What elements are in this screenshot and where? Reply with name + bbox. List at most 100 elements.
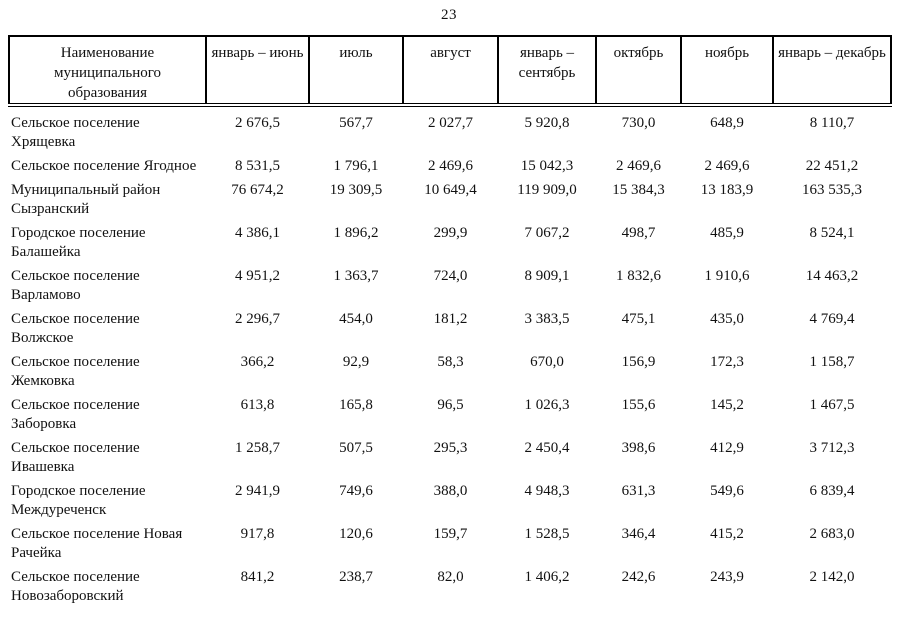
table-row: Сельское поселение Варламово 4 951,2 1 363… xyxy=(9,262,891,305)
col-header-municipality: Наименование муниципального образования xyxy=(8,35,207,107)
municipality-name: Сельское поселение Ивашевка xyxy=(11,440,140,475)
value-cell: 4 769,4 xyxy=(809,311,855,327)
value-cell: 1 158,7 xyxy=(809,354,855,370)
table-row: Сельское поселение Заборовка 613,8 165,8 96… xyxy=(9,391,891,434)
table-row: Городское поселение Междуреченск 2 941,9 7… xyxy=(9,477,891,520)
value-cell: 1 796,1 xyxy=(333,158,379,174)
municipality-name: Сельское поселение Хрящевка xyxy=(11,115,140,150)
value-cell: 498,7 xyxy=(621,225,656,241)
value-cell: 15 384,3 xyxy=(612,182,665,198)
municipality-name: Сельское поселение Новозаборовский xyxy=(11,569,140,604)
value-cell: 1 363,7 xyxy=(333,268,379,284)
municipality-name: Сельское поселение Заборовка xyxy=(11,397,140,432)
value-cell: 1 026,3 xyxy=(524,397,570,413)
value-cell: 2 676,5 xyxy=(235,115,280,131)
page-number: 23 xyxy=(441,7,457,23)
municipality-name: Городское поселение Балашейка xyxy=(11,225,146,260)
col-header-october: октябрь xyxy=(595,35,682,107)
value-cell: 412,9 xyxy=(710,440,744,456)
value-cell: 58,3 xyxy=(437,354,464,370)
value-cell: 631,3 xyxy=(621,483,656,499)
value-cell: 388,0 xyxy=(433,483,468,499)
value-cell: 82,0 xyxy=(437,569,464,585)
value-cell: 22 451,2 xyxy=(805,158,859,174)
value-cell: 1 832,6 xyxy=(616,268,661,284)
col-header-jan-jun: январь – июнь xyxy=(205,35,310,107)
value-cell: 1 896,2 xyxy=(333,225,379,241)
table-row: Сельское поселение Жемковка 366,2 92,9 58,3… xyxy=(9,348,891,391)
value-cell: 4 948,3 xyxy=(524,483,570,499)
value-cell: 6 839,4 xyxy=(809,483,855,499)
table-row: Сельское поселение Ивашевка 1 258,7 507,5 2… xyxy=(9,434,891,477)
value-cell: 346,4 xyxy=(621,526,656,542)
value-cell: 3 712,3 xyxy=(809,440,855,456)
value-cell: 8 531,5 xyxy=(235,158,280,174)
value-cell: 119 909,0 xyxy=(517,182,577,198)
value-cell: 724,0 xyxy=(433,268,468,284)
value-cell: 2 941,9 xyxy=(235,483,280,499)
value-cell: 181,2 xyxy=(433,311,468,327)
col-header-november: ноябрь xyxy=(680,35,774,107)
table-row: Сельское поселение Новозаборовский 841,2 2… xyxy=(9,563,891,606)
municipality-name: Сельское поселение Новая Рачейка xyxy=(11,526,183,561)
value-cell: 10 649,4 xyxy=(424,182,477,198)
value-cell: 5 920,8 xyxy=(524,115,570,131)
value-cell: 92,9 xyxy=(342,354,370,370)
municipality-name: Сельское поселение Волжское xyxy=(11,311,140,346)
value-cell: 1 910,6 xyxy=(704,268,750,284)
value-cell: 19 309,5 xyxy=(329,182,383,198)
municipality-data-table: Наименование муниципального образования … xyxy=(8,35,892,606)
table-header: Наименование муниципального образования … xyxy=(8,35,892,107)
value-cell: 120,6 xyxy=(339,526,373,542)
value-cell: 2 469,6 xyxy=(428,158,473,174)
value-cell: 96,5 xyxy=(437,397,464,413)
value-cell: 15 042,3 xyxy=(520,158,574,174)
value-cell: 730,0 xyxy=(621,115,656,131)
value-cell: 648,9 xyxy=(710,115,744,131)
value-cell: 917,8 xyxy=(240,526,275,542)
value-cell: 3 383,5 xyxy=(524,311,570,327)
value-cell: 2 683,0 xyxy=(809,526,855,542)
col-header-july: июль xyxy=(308,35,404,107)
value-cell: 549,6 xyxy=(710,483,744,499)
col-header-jan-sep: январь – сентябрь xyxy=(497,35,597,107)
value-cell: 2 296,7 xyxy=(235,311,280,327)
municipality-name: Сельское поселение Жемковка xyxy=(11,354,140,389)
value-cell: 2 142,0 xyxy=(809,569,855,585)
value-cell: 156,9 xyxy=(621,354,656,370)
value-cell: 242,6 xyxy=(621,569,656,585)
table-row: Сельское поселение Хрящевка 2 676,5 567,7 2… xyxy=(9,105,891,152)
value-cell: 172,3 xyxy=(710,354,744,370)
col-header-august: август xyxy=(402,35,499,107)
value-cell: 841,2 xyxy=(240,569,275,585)
table-row: Муниципальный район Сызранский 76 674,2 19… xyxy=(9,176,891,219)
municipality-name: Городское поселение Междуреченск xyxy=(11,483,146,518)
table-body: Сельское поселение Хрящевка 2 676,5 567,7 2… xyxy=(9,105,891,606)
value-cell: 2 469,6 xyxy=(704,158,750,174)
value-cell: 145,2 xyxy=(710,397,744,413)
value-cell: 295,3 xyxy=(433,440,468,456)
value-cell: 4 386,1 xyxy=(235,225,280,241)
value-cell: 415,2 xyxy=(710,526,744,542)
value-cell: 243,9 xyxy=(710,569,744,585)
col-header-jan-dec: январь – декабрь xyxy=(772,35,892,107)
value-cell: 13 183,9 xyxy=(700,182,754,198)
value-cell: 454,0 xyxy=(339,311,373,327)
value-cell: 8 524,1 xyxy=(809,225,855,241)
municipality-name: Сельское поселение Варламово xyxy=(11,268,140,303)
municipality-name: Сельское поселение Ягодное xyxy=(11,158,197,174)
value-cell: 14 463,2 xyxy=(805,268,859,284)
value-cell: 4 951,2 xyxy=(235,268,280,284)
value-cell: 613,8 xyxy=(240,397,275,413)
value-cell: 435,0 xyxy=(710,311,744,327)
value-cell: 165,8 xyxy=(339,397,373,413)
value-cell: 507,5 xyxy=(339,440,373,456)
value-cell: 7 067,2 xyxy=(524,225,570,241)
value-cell: 76 674,2 xyxy=(231,182,284,198)
value-cell: 485,9 xyxy=(710,225,744,241)
value-cell: 2 469,6 xyxy=(616,158,661,174)
value-cell: 155,6 xyxy=(621,397,656,413)
value-cell: 238,7 xyxy=(339,569,373,585)
value-cell: 1 467,5 xyxy=(809,397,855,413)
